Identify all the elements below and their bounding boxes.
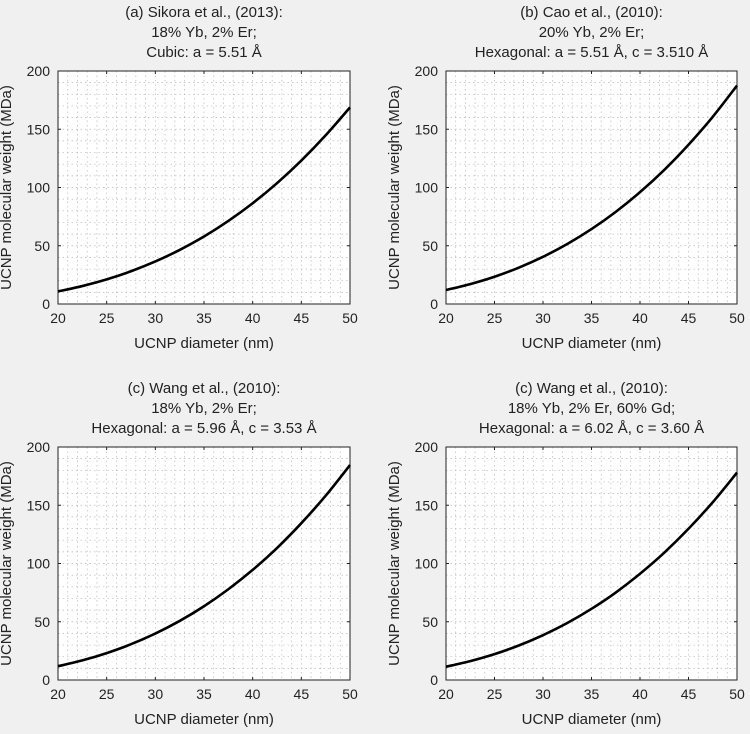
panel-a-x-tick-label: 35 (196, 310, 212, 326)
panel-b-y-tick-label: 0 (430, 296, 438, 312)
panel-d-x-tick-label: 25 (487, 686, 503, 702)
panel-b-x-tick-label: 50 (729, 310, 745, 326)
panel-a-series-line-0 (57, 106, 351, 293)
panel-a-y-axis-label: UCNP molecular weight (MDa) (0, 85, 15, 290)
panel-c-title-line-3: Hexagonal: a = 5.96 Å, c = 3.53 Å (91, 420, 316, 437)
panel-b-x-axis-label: UCNP diameter (nm) (522, 335, 662, 352)
panel-a-x-axis-label: UCNP diameter (nm) (134, 335, 274, 352)
panel-a-x-tick-label: 25 (99, 310, 115, 326)
panel-d-x-axis-label: UCNP diameter (nm) (522, 711, 662, 728)
panel-c-y-tick-label: 100 (27, 556, 51, 572)
panel-b-y-tick-label: 50 (422, 238, 438, 254)
panel-b-series-line-0 (445, 84, 739, 292)
panel-d-title-line-2: 18% Yb, 2% Er, 60% Gd; (508, 400, 675, 417)
panel-b-x-tick-label: 40 (632, 310, 648, 326)
panel-d-title-line-1: (c) Wang et al., (2010): (515, 380, 668, 397)
panel-d-x-tick-label: 50 (729, 686, 745, 702)
panel-d-y-axis-label: UCNP molecular weight (MDa) (386, 461, 403, 666)
panel-d-y-tick-label: 0 (430, 672, 438, 688)
panel-a-x-tick-label: 30 (148, 310, 164, 326)
panel-d-x-tick-label: 45 (681, 686, 697, 702)
panel-d-x-tick-label: 40 (632, 686, 648, 702)
panel-b-title-line-2: 20% Yb, 2% Er; (539, 24, 645, 41)
panel-b-x-tick-label: 45 (681, 310, 697, 326)
panel-d-y-tick-label: 100 (415, 556, 439, 572)
panel-c-x-tick-label: 35 (196, 686, 212, 702)
panel-d-title-line-3: Hexagonal: a = 6.02 Å, c = 3.60 Å (479, 420, 704, 437)
panel-b-y-axis-label: UCNP molecular weight (MDa) (386, 85, 403, 290)
panel-a-title-line-3: Cubic: a = 5.51 Å (146, 44, 262, 61)
panel-c-x-tick-label: 20 (50, 686, 66, 702)
panel-b-x-tick-label: 35 (584, 310, 600, 326)
panel-a: 20 25 30 35 40 45 50 0 50 100 150 200 UCNP diameter … (0, 4, 358, 352)
panel-b-y-tick-label: 200 (415, 63, 439, 79)
panel-a-title-line-2: 18% Yb, 2% Er; (151, 24, 257, 41)
panel-a-y-tick-label: 50 (34, 238, 50, 254)
panel-a-y-tick-label: 150 (27, 121, 51, 137)
panel-a-x-tick-label: 45 (294, 310, 310, 326)
panel-d-y-tick-label: 150 (415, 497, 439, 513)
panel-c-y-tick-label: 0 (42, 672, 50, 688)
panel-b-x-tick-label: 25 (487, 310, 503, 326)
panel-c-series-line-0 (57, 464, 352, 668)
panel-d-x-tick-label: 30 (535, 686, 551, 702)
panel-b-x-tick-label: 30 (535, 310, 551, 326)
panel-c-x-tick-label: 45 (294, 686, 310, 702)
panel-c-y-tick-label: 200 (27, 439, 51, 455)
panel-c-x-axis-label: UCNP diameter (nm) (134, 711, 274, 728)
panel-d-series-line-0 (445, 471, 739, 668)
panel-c-title-line-2: 18% Yb, 2% Er; (151, 400, 257, 417)
panel-d-y-tick-label: 50 (422, 614, 438, 630)
panel-b-y-tick-label: 150 (415, 121, 439, 137)
panel-c-x-tick-label: 50 (342, 686, 358, 702)
panel-b-y-tick-label: 100 (415, 180, 439, 196)
panel-a-y-tick-label: 0 (42, 296, 50, 312)
panel-d-x-tick-label: 20 (438, 686, 454, 702)
panel-a-y-tick-label: 200 (27, 63, 51, 79)
panel-d: 20 25 30 35 40 45 50 0 50 100 150 200 UCNP diameter … (386, 380, 745, 728)
panel-b-title-line-1: (b) Cao et al., (2010): (520, 4, 663, 21)
panel-a-title-line-1: (a) Sikora et al., (2013): (125, 4, 283, 21)
panel-b-title-line-3: Hexagonal: a = 5.51 Å, c = 3.510 Å (475, 44, 709, 61)
panel-c-x-tick-label: 30 (148, 686, 164, 702)
panel-a-x-tick-label: 50 (342, 310, 358, 326)
panel-a-y-tick-label: 100 (27, 180, 51, 196)
panel-c-y-tick-label: 50 (34, 614, 50, 630)
panel-a-x-tick-label: 40 (245, 310, 261, 326)
panel-c-title-line-1: (c) Wang et al., (2010): (128, 380, 281, 397)
panel-c-y-axis-label: UCNP molecular weight (MDa) (0, 461, 15, 666)
panel-d-x-tick-label: 35 (584, 686, 600, 702)
panel-a-x-tick-label: 20 (50, 310, 66, 326)
panel-c: 20 25 30 35 40 45 50 0 50 100 150 200 UCNP diameter … (0, 380, 358, 728)
panel-c-y-tick-label: 150 (27, 497, 51, 513)
panel-d-y-tick-label: 200 (415, 439, 439, 455)
panel-b-x-tick-label: 20 (438, 310, 454, 326)
panel-c-x-tick-label: 40 (245, 686, 261, 702)
panel-b: 20 25 30 35 40 45 50 0 50 100 150 200 UCNP diameter … (386, 4, 745, 352)
panel-c-x-tick-label: 25 (99, 686, 115, 702)
